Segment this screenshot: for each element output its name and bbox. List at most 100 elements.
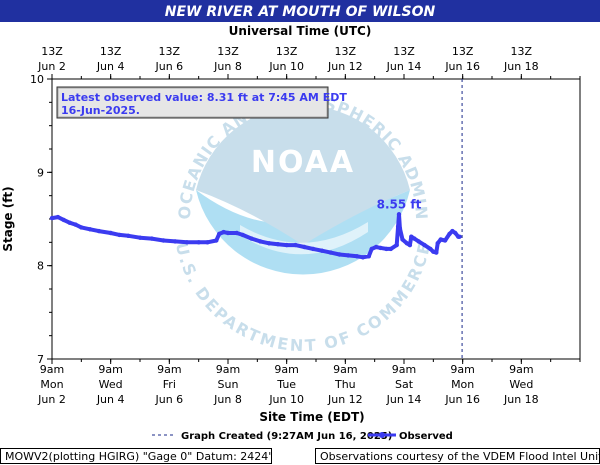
footer-credit: Observations courtesy of the VDEM Flood …: [315, 448, 600, 464]
bottom-tick-time: 9am: [509, 363, 533, 376]
observed-point: [397, 226, 403, 231]
observed-point: [346, 253, 351, 258]
y-axis: 7 8 9 10: [30, 73, 52, 366]
bottom-tick-time: 9am: [40, 363, 64, 376]
y-tick-label: 7: [37, 353, 44, 366]
observed-point: [435, 241, 440, 246]
observed-point: [87, 227, 93, 232]
bottom-tick-time: 9am: [450, 363, 474, 376]
top-tick-date: Jun 10: [268, 60, 304, 73]
legend: Graph Created (9:27AM Jun 16, 2025) Obse…: [152, 431, 453, 442]
observed-point: [438, 237, 443, 242]
observed-point: [73, 222, 78, 227]
observed-point: [225, 230, 231, 236]
bottom-tick-time: 9am: [333, 363, 357, 376]
peak-annotation: 8.55 ft: [377, 197, 422, 211]
y-axis-label: Stage (ft): [1, 186, 15, 251]
bottom-tick-date: Jun 12: [327, 393, 363, 406]
observed-point: [388, 246, 393, 252]
observed-point: [328, 250, 333, 255]
top-tick-time: 13Z: [393, 45, 415, 58]
latest-value-text: Latest observed value: 8.31 ft at 7:45 A…: [61, 91, 351, 117]
bottom-x-axis: 9am Mon Jun 2 9am Wed Jun 4 9am Fri Jun 6 9am Sun J…: [37, 359, 581, 406]
observed-point: [221, 229, 226, 235]
observed-point: [354, 254, 360, 259]
bottom-tick-time: 9am: [274, 363, 298, 376]
bottom-tick-date: Jun 4: [96, 393, 125, 406]
observed-point: [447, 231, 452, 237]
observed-point: [161, 238, 166, 243]
observed-point: [302, 244, 307, 250]
observed-point: [453, 230, 458, 236]
observed-point: [400, 237, 405, 242]
chart-title: NEW RIVER AT MOUTH OF WILSON: [165, 4, 436, 20]
bottom-tick-weekday: Mon: [451, 378, 474, 391]
y-tick-label: 9: [37, 166, 44, 179]
observed-point: [266, 241, 272, 246]
footer-datum-info: MOWV2(plotting HGIRG) "Gage 0" Datum: 24…: [0, 448, 272, 464]
observed-point: [234, 230, 239, 236]
svg-text:NOAA: NOAA: [251, 145, 355, 180]
top-tick-time: 13Z: [159, 45, 181, 58]
bottom-tick-time: 9am: [216, 363, 240, 376]
observed-point: [205, 240, 210, 245]
top-tick-date: Jun 14: [386, 60, 422, 73]
observed-point: [442, 238, 448, 243]
observed-point: [378, 245, 383, 251]
x-axis-label: Site Time (EDT): [259, 410, 364, 424]
bottom-tick-date: Jun 10: [268, 393, 304, 406]
observed-point: [258, 239, 263, 244]
observed-point: [149, 236, 154, 241]
bottom-tick-date: Jun 2: [37, 393, 66, 406]
top-tick-time: 13Z: [41, 45, 63, 58]
observed-point: [117, 232, 122, 238]
observed-point: [96, 228, 102, 234]
bottom-tick-weekday: Tue: [276, 378, 296, 391]
observed-point: [428, 246, 433, 252]
observed-point: [394, 242, 399, 248]
bottom-tick-date: Jun 6: [154, 393, 183, 406]
legend-observed-label: Observed: [399, 431, 453, 442]
observed-point: [407, 242, 413, 248]
top-tick-date: Jun 16: [444, 60, 480, 73]
bottom-tick-weekday: Mon: [40, 378, 63, 391]
observed-point: [49, 215, 55, 221]
bottom-tick-date: Jun 8: [213, 393, 242, 406]
observed-point: [173, 239, 178, 244]
observed-point: [108, 230, 113, 236]
bottom-tick-weekday: Wed: [99, 378, 123, 391]
top-tick-time: 13Z: [276, 45, 298, 58]
top-tick-date: Jun 2: [37, 60, 66, 73]
observed-point: [457, 234, 462, 239]
observed-point: [55, 214, 61, 220]
top-tick-date: Jun 8: [213, 60, 242, 73]
observed-point: [360, 255, 366, 260]
bottom-tick-date: Jun 14: [386, 393, 422, 406]
observed-point: [384, 246, 389, 252]
observed-point: [293, 242, 298, 248]
observed-point: [184, 240, 190, 245]
top-axis-label: Universal Time (UTC): [229, 24, 372, 38]
top-tick-time: 13Z: [511, 45, 533, 58]
top-x-axis: 13Z Jun 2 13Z Jun 4 13Z Jun 6 13Z Jun 8 13Z Jun 1…: [37, 45, 581, 79]
observed-point: [240, 232, 245, 238]
observed-point: [373, 244, 379, 250]
top-tick-date: Jun 18: [503, 60, 539, 73]
observed-point: [319, 248, 325, 253]
bottom-tick-weekday: Sun: [218, 378, 239, 391]
observed-point: [310, 246, 316, 252]
bottom-tick-time: 9am: [157, 363, 181, 376]
top-tick-time: 13Z: [217, 45, 239, 58]
bottom-tick-time: 9am: [98, 363, 122, 376]
top-tick-date: Jun 4: [96, 60, 125, 73]
bottom-tick-weekday: Thu: [334, 378, 356, 391]
observed-point: [249, 236, 254, 241]
observed-point: [214, 238, 219, 243]
bottom-tick-weekday: Fri: [163, 378, 176, 391]
observed-point: [396, 212, 402, 217]
top-tick-time: 13Z: [452, 45, 474, 58]
observed-point: [337, 252, 342, 257]
y-tick-label: 8: [37, 260, 44, 273]
observed-point: [126, 233, 131, 238]
